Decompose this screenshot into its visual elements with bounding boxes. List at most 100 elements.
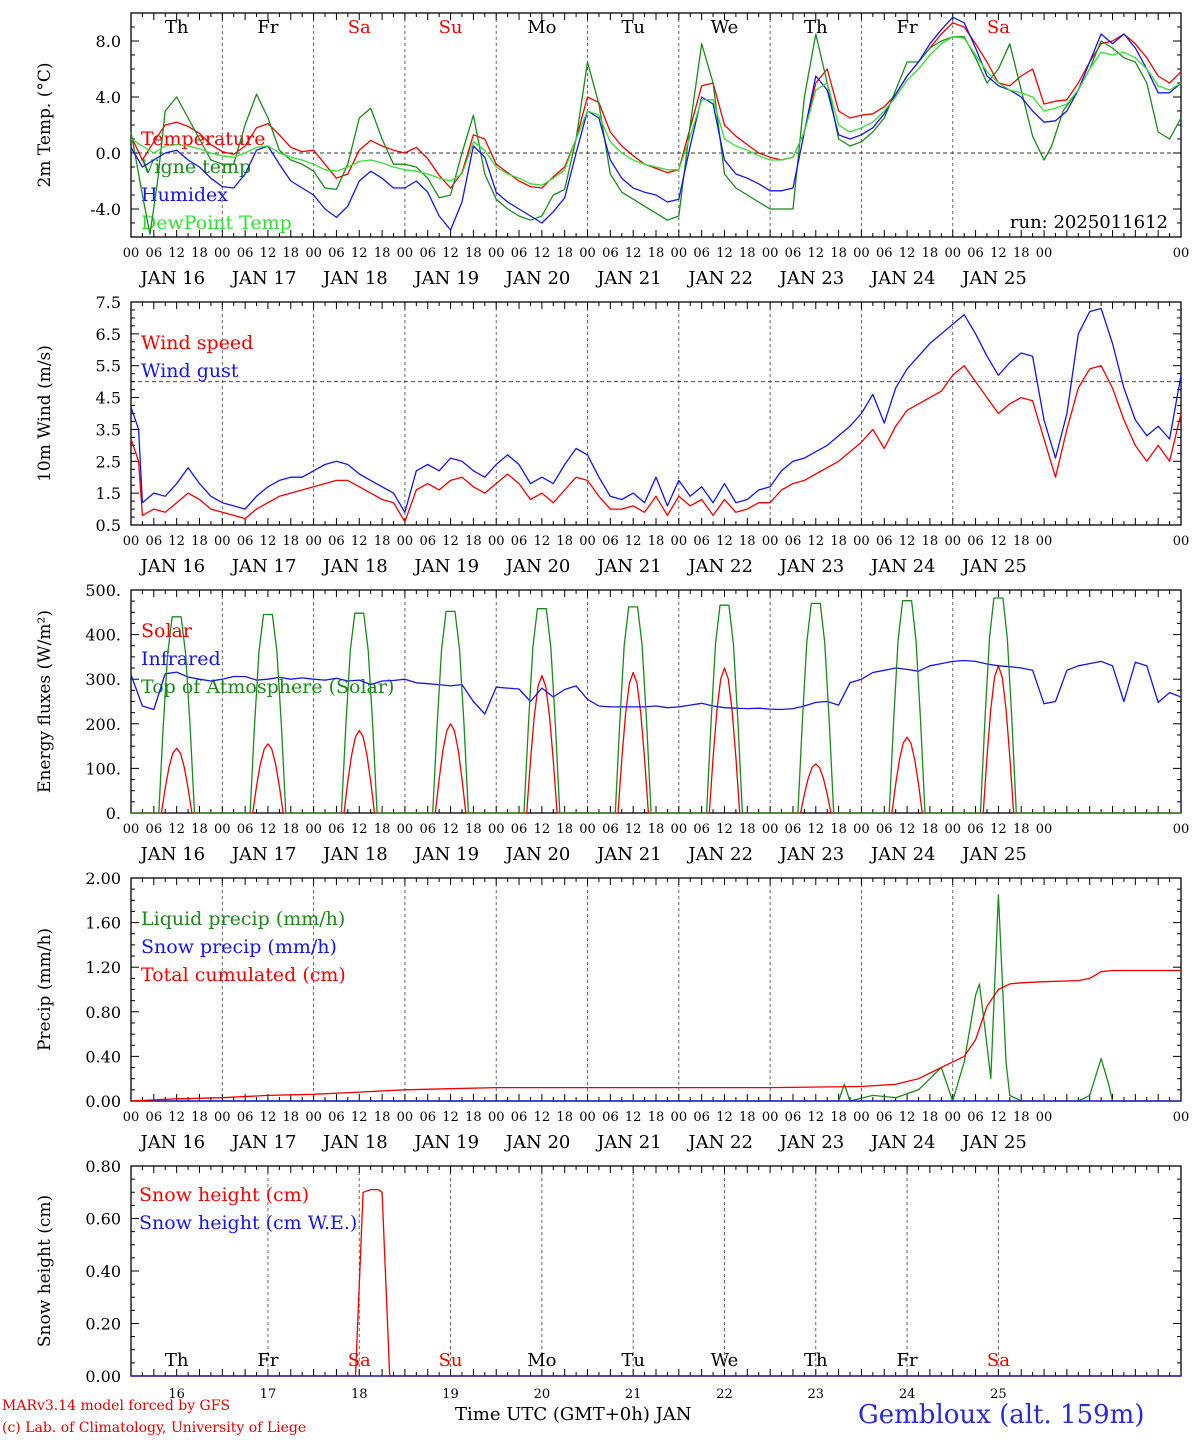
hour-label: 00 xyxy=(214,1110,231,1125)
y-axis-label: 2m Temp. (°C) xyxy=(35,62,55,187)
panel-4: 0.00 0.40 0.80 1.20 1.60 2.00 Precip (mm/h) 00 0… xyxy=(35,869,1189,1153)
y-tick-label: 3.5 xyxy=(96,420,121,439)
hour-label: 06 xyxy=(511,822,528,837)
hour-label: 18 xyxy=(922,822,939,837)
series-snow-height-cm xyxy=(131,1188,1181,1377)
weekday-label: Th xyxy=(165,17,189,38)
hour-label: 06 xyxy=(419,1110,436,1125)
hour-label: 00 xyxy=(1036,1110,1053,1125)
weekday-label: Mo xyxy=(527,17,556,38)
hour-label: 06 xyxy=(146,1110,163,1125)
hour-label: 12 xyxy=(808,822,825,837)
legend-humidex: Humidex xyxy=(141,184,228,206)
hour-label: 06 xyxy=(602,246,619,261)
hour-label: 06 xyxy=(602,1110,619,1125)
series-temperature xyxy=(130,22,1182,189)
hour-label: 12 xyxy=(168,822,185,837)
weekday-label: Th xyxy=(804,1350,828,1371)
legend-solar: Solar xyxy=(141,620,193,642)
hour-label: 00 xyxy=(305,534,322,549)
y-tick-label: 0.00 xyxy=(85,1092,121,1111)
date-label: JAN 21 xyxy=(595,844,662,865)
y-axis-label: Energy fluxes (W/m²) xyxy=(35,610,55,793)
y-tick-label: 0.40 xyxy=(85,1047,121,1066)
date-label: JAN 24 xyxy=(869,268,936,289)
weekday-label: Tu xyxy=(621,17,645,38)
y-tick-label: 0.80 xyxy=(85,1003,121,1022)
legend-snow-precip-mm-h: Snow precip (mm/h) xyxy=(141,936,337,958)
date-label: JAN 24 xyxy=(869,844,936,865)
hour-label: 06 xyxy=(237,246,254,261)
y-tick-label: 0.80 xyxy=(85,1157,121,1176)
hour-label: 18 xyxy=(283,534,300,549)
hour-label: 00 xyxy=(671,1110,688,1125)
y-axis-label: 10m Wind (m/s) xyxy=(35,345,55,482)
hour-label: 06 xyxy=(967,246,984,261)
date-label: JAN 22 xyxy=(686,556,753,577)
y-axis-label: Precip (mm/h) xyxy=(35,928,55,1051)
y-tick-label: 200. xyxy=(85,715,121,734)
hour-label: 06 xyxy=(785,246,802,261)
hour-label: 12 xyxy=(625,1110,642,1125)
hour-label: 18 xyxy=(739,1110,756,1125)
hour-label: 00 xyxy=(579,1110,596,1125)
hour-label: 00 xyxy=(853,246,870,261)
legend-snow-height-cm: Snow height (cm) xyxy=(139,1184,309,1206)
day-number: 24 xyxy=(899,1387,916,1402)
weekday-label: Fr xyxy=(897,1350,918,1371)
day-number: 19 xyxy=(442,1387,459,1402)
hour-label: 18 xyxy=(283,1110,300,1125)
date-label: JAN 20 xyxy=(504,844,571,865)
weekday-label: Su xyxy=(439,17,463,38)
hour-label: 18 xyxy=(1013,534,1030,549)
date-label: JAN 23 xyxy=(778,268,845,289)
legend-wind-gust: Wind gust xyxy=(141,360,239,382)
hour-label: 18 xyxy=(556,534,573,549)
hour-label: 12 xyxy=(716,1110,733,1125)
hour-label: 18 xyxy=(739,246,756,261)
hour-label: 12 xyxy=(534,246,551,261)
y-tick-label: 2.00 xyxy=(85,869,121,888)
hour-label: 12 xyxy=(625,246,642,261)
panel-3: 0. 100. 200. 300. 400. 500. Energy fluxes (W/m… xyxy=(35,581,1189,865)
hour-label: 12 xyxy=(899,246,916,261)
date-label: JAN 24 xyxy=(869,1132,936,1153)
hour-label: 00 xyxy=(488,246,505,261)
series-dewpoint-temp xyxy=(130,36,1182,186)
hour-label: 06 xyxy=(328,822,345,837)
hour-label: 00 xyxy=(1036,822,1053,837)
hour-label: 18 xyxy=(556,1110,573,1125)
hour-label: 12 xyxy=(625,534,642,549)
hour-label: 06 xyxy=(419,534,436,549)
hour-label: 06 xyxy=(876,246,893,261)
hour-label: 18 xyxy=(830,1110,847,1125)
hour-label: 12 xyxy=(899,822,916,837)
date-label: JAN 22 xyxy=(686,268,753,289)
weekday-label: Th xyxy=(804,17,828,38)
date-label: JAN 23 xyxy=(778,844,845,865)
hour-label: 00 xyxy=(397,1110,414,1125)
hour-label: 06 xyxy=(511,534,528,549)
hour-label: 00 xyxy=(397,534,414,549)
y-tick-label: 0.0 xyxy=(96,144,121,163)
y-tick-label: 100. xyxy=(85,759,121,778)
weekday-label: Sa xyxy=(348,17,371,38)
hour-label: 18 xyxy=(830,822,847,837)
hour-label: 00 xyxy=(671,246,688,261)
hour-label: 00 xyxy=(944,246,961,261)
hour-label: 12 xyxy=(625,822,642,837)
hour-label: 06 xyxy=(237,822,254,837)
hour-label: 06 xyxy=(602,822,619,837)
hour-label: 18 xyxy=(283,822,300,837)
lab-credit: (c) Lab. of Climatology, University of L… xyxy=(2,1420,307,1436)
hour-label: 00 xyxy=(762,1110,779,1125)
hour-label: 18 xyxy=(465,1110,482,1125)
hour-label: 06 xyxy=(146,534,163,549)
hour-label: 12 xyxy=(990,822,1007,837)
hour-label: 06 xyxy=(876,822,893,837)
date-label: JAN 20 xyxy=(504,556,571,577)
hour-label: 12 xyxy=(990,534,1007,549)
weekday-label: We xyxy=(711,1350,739,1371)
hour-label: 06 xyxy=(237,534,254,549)
date-label: JAN 18 xyxy=(321,1132,388,1153)
